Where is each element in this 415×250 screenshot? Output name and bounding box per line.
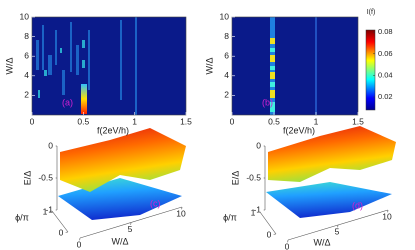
heatmap-image [232,17,358,115]
heatmap-texture [36,17,137,115]
heatmap-texture [38,40,85,98]
plot-frame [31,16,187,116]
x-tick-label: 1.5 [352,116,364,126]
surface-image [266,126,396,218]
panel-label: (d) [352,200,363,210]
x-axis-label: f(2eV/h) [283,125,315,135]
z-tick-label: -0.5 [38,172,53,182]
y-tick-label: 6 [224,50,229,60]
z-tick-label: 0 [48,140,53,150]
heatmap-image [32,17,186,115]
y-tick-label: 1 [43,206,48,216]
colorbar-tick-label: 0.02 [378,92,393,101]
x-axis-label: W/Δ [111,236,128,246]
y-axis-label: ϕ/π [15,212,29,222]
colorbar-tick-label: 0.04 [378,70,393,79]
heatmap-bg [32,17,186,115]
z-tick-label: 0 [256,140,261,150]
y-tick-label: 0 [267,229,272,239]
heatmap-streak [270,38,275,98]
colorbar-label: I(f) [367,9,376,16]
surface-upper [268,126,396,182]
x-tick-label: 0.5 [268,116,280,126]
y-tick-label: 8 [224,31,229,41]
y-tick-label: 8 [24,31,29,41]
x-tick-label: 0 [230,116,235,126]
y-tick-label: 4 [224,70,229,80]
colorbar [365,29,376,111]
panel-label: (c) [150,198,161,208]
heatmap-streak [270,48,275,112]
y-axis-label: ϕ/π [223,212,237,222]
x-axis-label: W/Δ [313,237,330,247]
y-tick-label: 10 [20,11,30,21]
x-tick-label: 0 [285,241,290,250]
y-tick-label: 1 [251,207,256,217]
plot-frame [231,16,359,116]
x-tick-label: 10 [382,211,392,221]
x-tick-label: 0.5 [77,116,89,126]
x-axis-label: f(2eV/h) [97,125,129,135]
x-tick-label: 0 [30,116,35,126]
heatmap-bg [232,17,358,115]
heatmap-texture [315,17,317,115]
x-tick-label: 0 [77,239,82,249]
y-tick-label: 0 [59,227,64,237]
surface-image [58,128,186,220]
y-axis-label: W/Δ [4,57,14,74]
x-tick-label: 5 [128,224,133,234]
x-tick-label: 1 [314,116,319,126]
y-tick-label: 10 [220,11,230,21]
surface-lower [266,182,392,218]
y-axis [51,210,69,233]
panel-label: (a) [62,97,73,107]
z-tick-label: -0.5 [246,172,261,182]
x-tick-label: 1 [132,116,137,126]
y-tick-label: 4 [24,70,29,80]
colorbar-tick-label: 0.08 [378,27,393,36]
z-axis-label: E/Δ [230,171,240,186]
z-axis-label: E/Δ [22,171,32,186]
z-tick-label: -1 [253,204,261,214]
y-axis-label: W/Δ [204,57,214,74]
y-tick-label: 2 [24,90,29,100]
heatmap-streak [81,84,87,114]
y-tick-label: 2 [224,90,229,100]
x-tick-label: 5 [335,226,340,236]
x-tick-label: 1.5 [180,116,192,126]
x-tick-label: 10 [176,208,186,218]
y-axis [259,211,277,235]
z-tick-label: -1 [45,204,53,214]
surface-upper [60,128,186,192]
colorbar-tick-label: 0.06 [378,49,393,58]
panel-label: (b) [262,97,273,107]
y-tick-label: 6 [24,50,29,60]
